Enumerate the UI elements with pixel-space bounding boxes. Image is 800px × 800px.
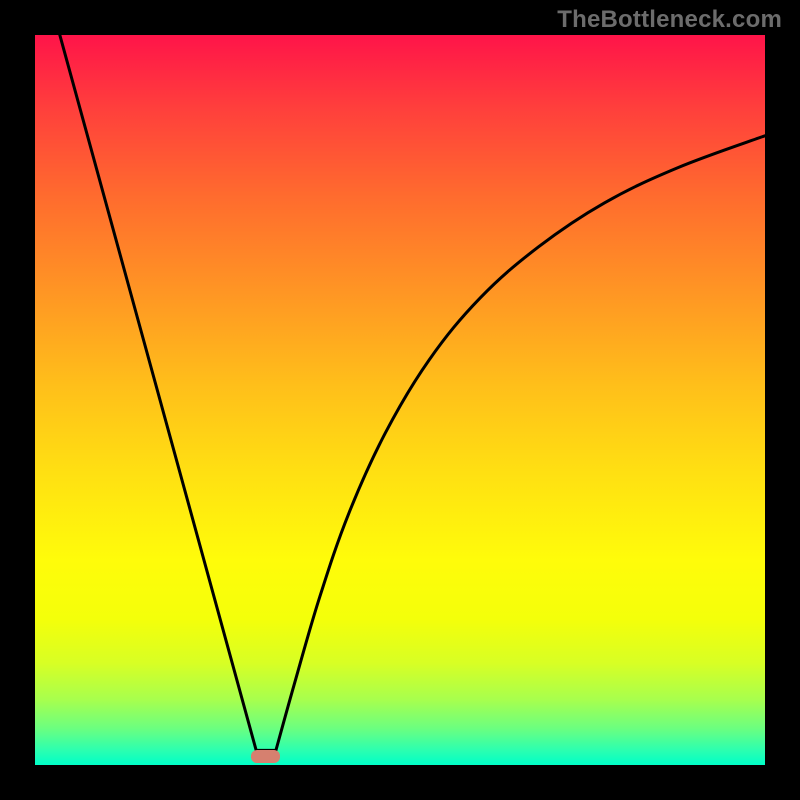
chart-root: TheBottleneck.com xyxy=(0,0,800,800)
plot-area xyxy=(35,35,765,765)
watermark-text: TheBottleneck.com xyxy=(557,6,782,34)
bottleneck-curve xyxy=(35,35,765,765)
optimum-marker xyxy=(251,750,280,763)
